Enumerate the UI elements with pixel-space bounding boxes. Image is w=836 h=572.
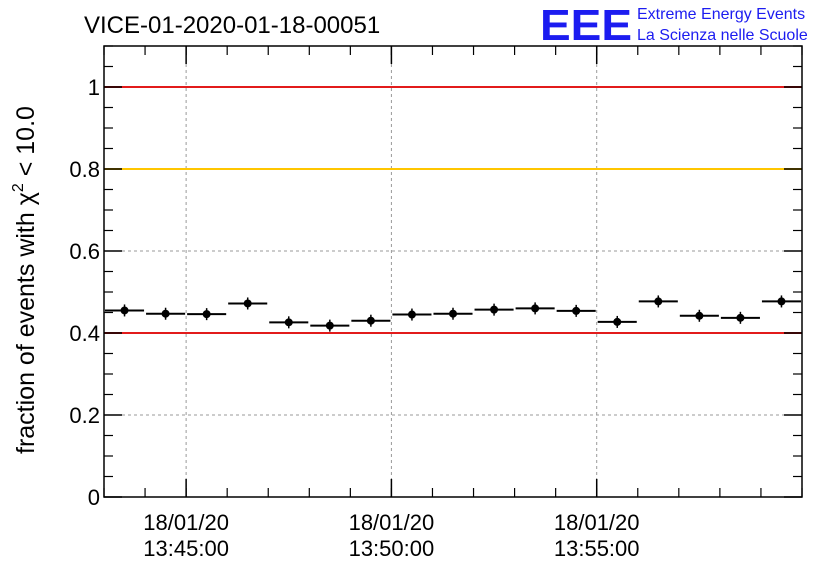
data-point <box>449 309 457 318</box>
data-point <box>407 310 416 319</box>
eee-logo: EEE Extreme Energy Events La Scienza nel… <box>540 1 808 50</box>
data-point <box>284 318 293 327</box>
data-point <box>572 306 581 315</box>
x-tick-time: 13:45:00 <box>143 536 229 561</box>
x-tick-date: 18/01/20 <box>554 510 640 535</box>
data-point <box>161 309 170 318</box>
data-point <box>654 297 663 306</box>
data-point <box>325 321 334 330</box>
y-tick-label: 1 <box>88 75 100 100</box>
y-axis-label-suffix: < 10.0 <box>12 106 40 183</box>
data-point <box>695 311 704 320</box>
data-point <box>736 313 745 322</box>
logo-line-2: La Scienza nelle Scuole <box>637 27 808 44</box>
x-tick-date: 18/01/20 <box>349 510 435 535</box>
data-point <box>613 317 622 326</box>
data-point <box>531 304 540 313</box>
data-point <box>120 306 129 315</box>
y-axis-label-symbol: χ <box>12 192 40 205</box>
logo-line-1: Extreme Energy Events <box>637 6 805 23</box>
y-tick-label: 0.2 <box>69 403 100 428</box>
data-point <box>202 310 211 319</box>
reference-lines <box>104 86 802 334</box>
y-tick-label: 0 <box>88 485 100 510</box>
data-point <box>490 305 499 314</box>
chart-title: VICE-01-2020-01-18-00051 <box>84 12 380 39</box>
x-tick-time: 13:50:00 <box>349 536 435 561</box>
y-axis-label: fraction of events with χ2 < 10.0 <box>10 106 40 454</box>
y-tick-label: 0.8 <box>69 157 100 182</box>
data-point <box>243 299 252 308</box>
y-axis-label-exponent: 2 <box>10 183 27 192</box>
data-point <box>777 297 786 306</box>
x-tick-time: 13:55:00 <box>554 536 640 561</box>
x-tick-date: 18/01/20 <box>143 510 229 535</box>
data-point <box>366 316 375 325</box>
axes: 00.20.40.60.8118/01/2013:45:0018/01/2013… <box>69 45 803 561</box>
y-axis-label-prefix: fraction of events with <box>12 205 40 454</box>
y-tick-label: 0.4 <box>69 321 100 346</box>
y-tick-label: 0.6 <box>69 239 100 264</box>
data-series <box>105 295 801 332</box>
logo-mark: EEE <box>540 1 632 50</box>
